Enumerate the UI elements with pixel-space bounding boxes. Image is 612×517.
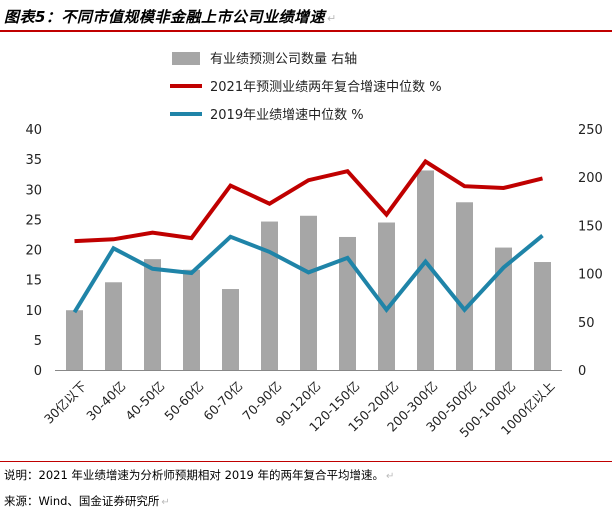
bar [339,236,356,370]
bar [144,259,161,370]
paragraph-mark-icon: ↵ [326,12,337,25]
bar [261,221,278,370]
bar [456,202,473,370]
chart: 有业绩预测公司数量 右轴 2021年预测业绩两年复合增速中位数 % 2019年业绩增… [25,52,603,440]
x-tick-label: 50-60亿 [161,378,206,423]
left-axis: 0 5 10 15 20 25 30 35 40 [25,123,42,379]
legend-swatch-bar [172,52,200,65]
bar [417,170,434,370]
chart-title-text: 图表5：不同市值规模非金融上市公司业绩增速 [4,8,325,26]
bar [222,289,239,370]
right-axis-tick-label: 100 [578,268,603,283]
left-axis-tick-label: 5 [34,334,42,349]
bar [495,247,512,370]
x-tick-label: 30-40亿 [83,378,128,423]
line-series [72,158,544,314]
x-tick-label: 40-50亿 [122,378,167,423]
right-axis-tick-label: 250 [578,123,603,138]
bar [66,310,83,370]
legend: 有业绩预测公司数量 右轴 2021年预测业绩两年复合增速中位数 % 2019年业绩增… [170,52,442,123]
x-axis: 30亿以下30-40亿40-50亿50-60亿60-70亿70-90亿90-12… [41,370,562,440]
bar-series [66,170,551,370]
legend-label: 有业绩预测公司数量 右轴 [210,52,357,67]
x-tick-label: 30亿以下 [41,378,89,426]
source-note: 来源：Wind、国金证券研究所 ↵ [4,493,170,509]
right-axis-tick-label: 0 [578,364,586,379]
bar [105,282,122,370]
left-axis-tick-label: 30 [25,183,42,198]
left-axis-tick-label: 35 [25,153,42,168]
left-axis-tick-label: 0 [34,364,42,379]
left-axis-tick-label: 40 [25,123,42,138]
right-axis: 0 50 100 150 200 250 [578,123,603,379]
footnote-text: 说明：2021 年业绩增速为分析师预期相对 2019 年的两年复合平均增速。 [4,468,384,482]
left-axis-tick-label: 15 [25,274,42,289]
title-divider [0,30,612,32]
chart-title: 图表5：不同市值规模非金融上市公司业绩增速 ↵ [4,6,337,27]
x-tick-label: 60-70亿 [200,378,245,423]
paragraph-mark-icon: ↵ [386,471,395,482]
paragraph-mark-icon: ↵ [161,497,170,508]
right-axis-tick-label: 150 [578,219,603,234]
bar [183,269,200,370]
source-text: 来源：Wind、国金证券研究所 [4,494,160,508]
footer-divider [0,461,612,462]
left-axis-tick-label: 10 [25,304,42,319]
bar [534,262,551,370]
footnote: 说明：2021 年业绩增速为分析师预期相对 2019 年的两年复合平均增速。 ↵ [4,467,394,483]
bar [300,215,317,370]
bar [378,222,395,370]
legend-label: 2019年业绩增速中位数 % [210,108,364,123]
right-axis-tick-label: 200 [578,171,603,186]
left-axis-tick-label: 20 [25,244,42,259]
right-axis-tick-label: 50 [578,316,595,331]
left-axis-tick-label: 25 [25,213,42,228]
legend-label: 2021年预测业绩两年复合增速中位数 % [210,80,442,95]
